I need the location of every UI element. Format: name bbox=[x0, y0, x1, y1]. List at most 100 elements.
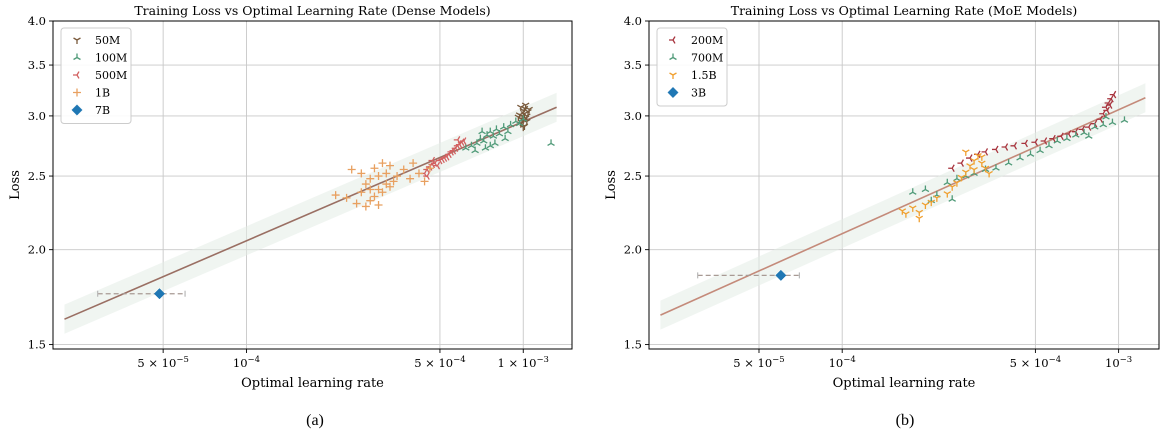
legend-marker bbox=[669, 53, 677, 61]
data-point bbox=[978, 154, 986, 161]
series-700M bbox=[908, 113, 1129, 204]
data-point bbox=[981, 165, 990, 173]
data-point bbox=[898, 208, 907, 215]
legend-marker bbox=[669, 72, 677, 79]
data-point bbox=[981, 148, 989, 156]
data-point bbox=[378, 188, 387, 197]
data-point bbox=[961, 149, 970, 156]
data-point bbox=[486, 141, 495, 149]
data-point bbox=[385, 182, 394, 191]
data-point bbox=[499, 123, 508, 130]
legend-label: 7B bbox=[95, 104, 110, 117]
data-point bbox=[948, 195, 956, 202]
data-point bbox=[495, 129, 504, 137]
data-point bbox=[970, 158, 978, 165]
y-tick-label: 3.5 bbox=[624, 58, 642, 72]
legend-item-200M: 200M bbox=[669, 34, 723, 47]
data-point bbox=[491, 139, 499, 146]
y-tick-label: 3.5 bbox=[28, 58, 46, 72]
data-point bbox=[1080, 128, 1088, 136]
data-point bbox=[1071, 131, 1080, 138]
y-tick-label: 2.0 bbox=[624, 243, 642, 257]
panel-dense: 5 × 10−5 10−4 5 × 10−4 1 × 10−3 1.5 2.0 2.5 3.0… bbox=[8, 3, 573, 429]
data-point bbox=[461, 144, 470, 151]
x-axis-label: Optimal learning rate bbox=[833, 376, 976, 391]
data-point bbox=[347, 165, 356, 174]
legend-item-100M: 100M bbox=[73, 52, 127, 65]
data-point bbox=[927, 199, 936, 207]
data-point bbox=[467, 141, 476, 149]
data-point bbox=[385, 161, 394, 170]
y-tick-label: 3.0 bbox=[624, 109, 642, 123]
data-point bbox=[515, 119, 524, 127]
data-point bbox=[921, 185, 930, 193]
legend-marker bbox=[73, 71, 80, 79]
data-point bbox=[1103, 106, 1110, 115]
y-tick-label: 4.0 bbox=[28, 14, 46, 28]
data-point bbox=[985, 170, 993, 178]
x-tick-label: 10−4 bbox=[829, 355, 856, 370]
data-point bbox=[1107, 94, 1114, 103]
data-point bbox=[153, 288, 166, 300]
x-tick-label: 5 × 10−4 bbox=[414, 355, 465, 370]
legend-box bbox=[60, 27, 132, 124]
data-point bbox=[1063, 134, 1071, 142]
data-point bbox=[1045, 141, 1053, 149]
series-3B bbox=[697, 269, 800, 281]
x-tick-label: 1 × 10−3 bbox=[498, 355, 549, 370]
data-point bbox=[1010, 142, 1018, 150]
data-point bbox=[512, 117, 520, 125]
data-point bbox=[428, 156, 436, 165]
y-tick-label: 1.5 bbox=[624, 338, 642, 352]
data-point bbox=[948, 164, 955, 173]
data-point bbox=[489, 132, 498, 139]
legend-item-3B: 3B bbox=[667, 86, 706, 100]
data-point bbox=[992, 164, 1000, 171]
legend-label: 100M bbox=[95, 52, 127, 65]
legend: 200M 700M 1.5B 3B bbox=[656, 27, 728, 107]
data-point bbox=[519, 124, 528, 132]
legend-label: 1B bbox=[95, 87, 110, 100]
data-point bbox=[915, 215, 924, 223]
legend-item-500M: 500M bbox=[73, 69, 127, 82]
legend-label: 3B bbox=[691, 87, 706, 100]
x-tick-label: 5 × 10−4 bbox=[1010, 355, 1061, 370]
data-point bbox=[961, 169, 970, 177]
data-point bbox=[459, 137, 467, 145]
legend-marker bbox=[73, 88, 81, 97]
data-point bbox=[501, 134, 509, 142]
y-axis-label: Loss bbox=[8, 170, 23, 200]
y-tick-label: 3.0 bbox=[28, 109, 46, 123]
data-point bbox=[915, 209, 924, 217]
data-point bbox=[357, 169, 366, 178]
data-point bbox=[425, 164, 434, 173]
data-point bbox=[478, 127, 486, 135]
data-point bbox=[393, 172, 402, 181]
data-point bbox=[374, 200, 383, 209]
data-point bbox=[1001, 143, 1009, 151]
legend-marker bbox=[71, 104, 83, 116]
data-point bbox=[1016, 154, 1024, 161]
legend-item-1B: 1B bbox=[73, 87, 110, 100]
data-point bbox=[433, 161, 441, 170]
plot-frame bbox=[52, 20, 573, 350]
data-point bbox=[514, 114, 523, 122]
legend-item-7B: 7B bbox=[71, 104, 110, 117]
data-point bbox=[966, 154, 973, 162]
data-point bbox=[331, 191, 340, 200]
data-point bbox=[921, 202, 930, 209]
data-point bbox=[933, 195, 941, 202]
data-point bbox=[523, 113, 531, 120]
data-point bbox=[414, 169, 423, 178]
legend-label: 50M bbox=[95, 34, 120, 47]
data-point bbox=[420, 177, 429, 186]
data-point bbox=[342, 193, 351, 202]
data-point bbox=[1031, 138, 1038, 147]
legend-label: 700M bbox=[691, 52, 723, 65]
legend-marker bbox=[667, 86, 679, 99]
y-tick-label: 1.5 bbox=[28, 338, 46, 352]
series-1.5B bbox=[898, 149, 993, 223]
legend-label: 200M bbox=[691, 34, 723, 47]
series-7B bbox=[97, 288, 186, 300]
data-point bbox=[399, 165, 408, 174]
